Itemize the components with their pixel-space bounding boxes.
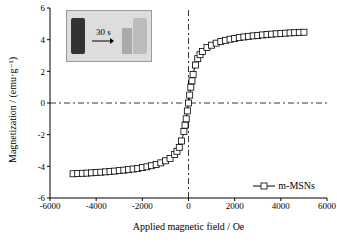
svg-text:-2: -2 [38, 130, 46, 140]
svg-text:0: 0 [41, 98, 46, 108]
html-text:m-MSNs: m-MSNs [278, 180, 315, 191]
svg-text:-2000: -2000 [132, 201, 153, 211]
svg-text:-6000: -6000 [39, 201, 61, 212]
svg-text:6: 6 [41, 3, 46, 13]
svg-text:4000: 4000 [272, 201, 291, 211]
svg-text:Applied magnetic field / Oe: Applied magnetic field / Oe [133, 221, 245, 232]
svg-text:2000: 2000 [226, 201, 245, 211]
svg-text:-4000: -4000 [86, 201, 107, 211]
svg-text:-6: -6 [38, 193, 46, 203]
svg-text:4: 4 [41, 35, 46, 45]
svg-text:2: 2 [41, 67, 46, 77]
svg-text:0: 0 [186, 201, 191, 211]
svg-text:Magnetization / (emu·g⁻¹): Magnetization / (emu·g⁻¹) [7, 57, 19, 163]
svg-text:6000: 6000 [318, 201, 337, 211]
svg-text:-4: -4 [38, 162, 46, 172]
html-text:30 s: 30 s [96, 27, 111, 37]
